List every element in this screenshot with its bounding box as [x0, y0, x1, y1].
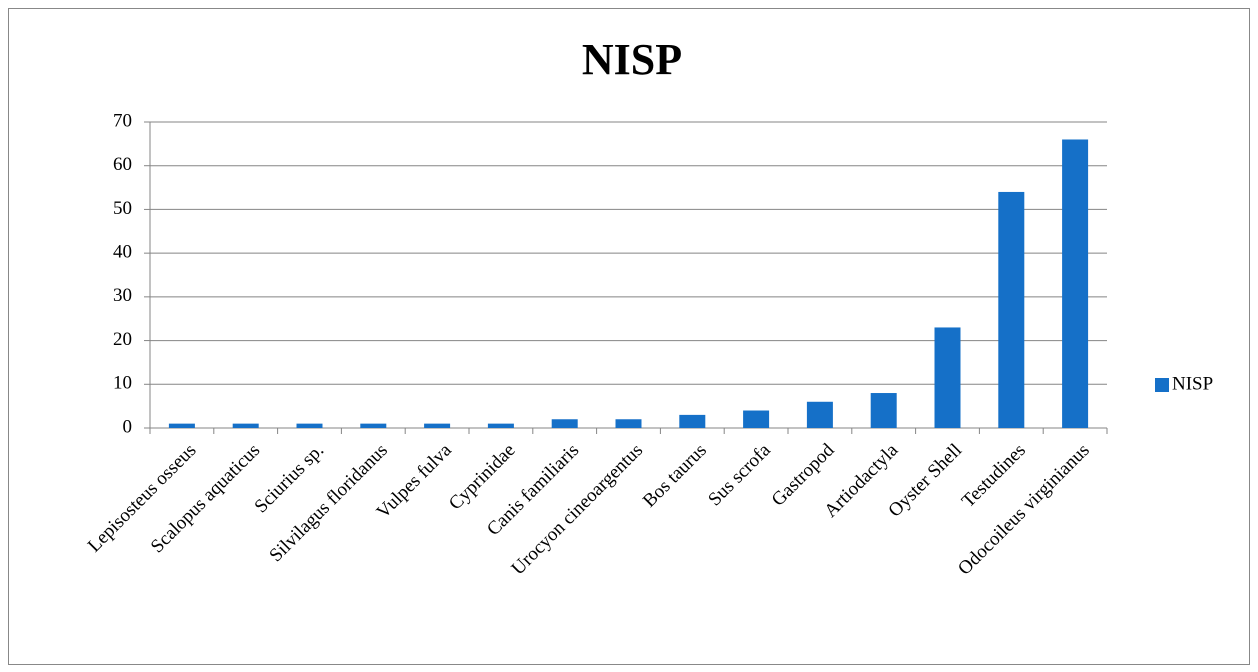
- y-tick-label: 50: [113, 198, 132, 219]
- bar: [679, 414, 706, 428]
- bar: [424, 423, 451, 428]
- bar: [296, 423, 323, 428]
- y-tick-label: 40: [113, 242, 132, 263]
- y-tick-label: 30: [113, 285, 132, 306]
- bar: [232, 423, 259, 428]
- bar: [168, 423, 195, 428]
- y-tick-label: 70: [113, 110, 132, 131]
- bar: [1062, 139, 1089, 428]
- bar: [870, 393, 897, 428]
- bar: [551, 419, 578, 428]
- y-tick-label: 60: [113, 154, 132, 175]
- bar: [615, 419, 642, 428]
- y-tick-label: 0: [123, 416, 133, 437]
- legend-label: NISP: [1172, 373, 1213, 394]
- bar: [487, 423, 514, 428]
- bar: [360, 423, 387, 428]
- chart-title: NISP: [582, 35, 682, 84]
- bar: [743, 410, 770, 428]
- y-tick-label: 10: [113, 373, 132, 394]
- bar: [998, 191, 1025, 428]
- y-tick-label: 20: [113, 329, 132, 350]
- bar: [806, 401, 833, 428]
- chart-frame: [8, 8, 1250, 665]
- legend-swatch: [1155, 378, 1169, 392]
- bar: [934, 327, 961, 428]
